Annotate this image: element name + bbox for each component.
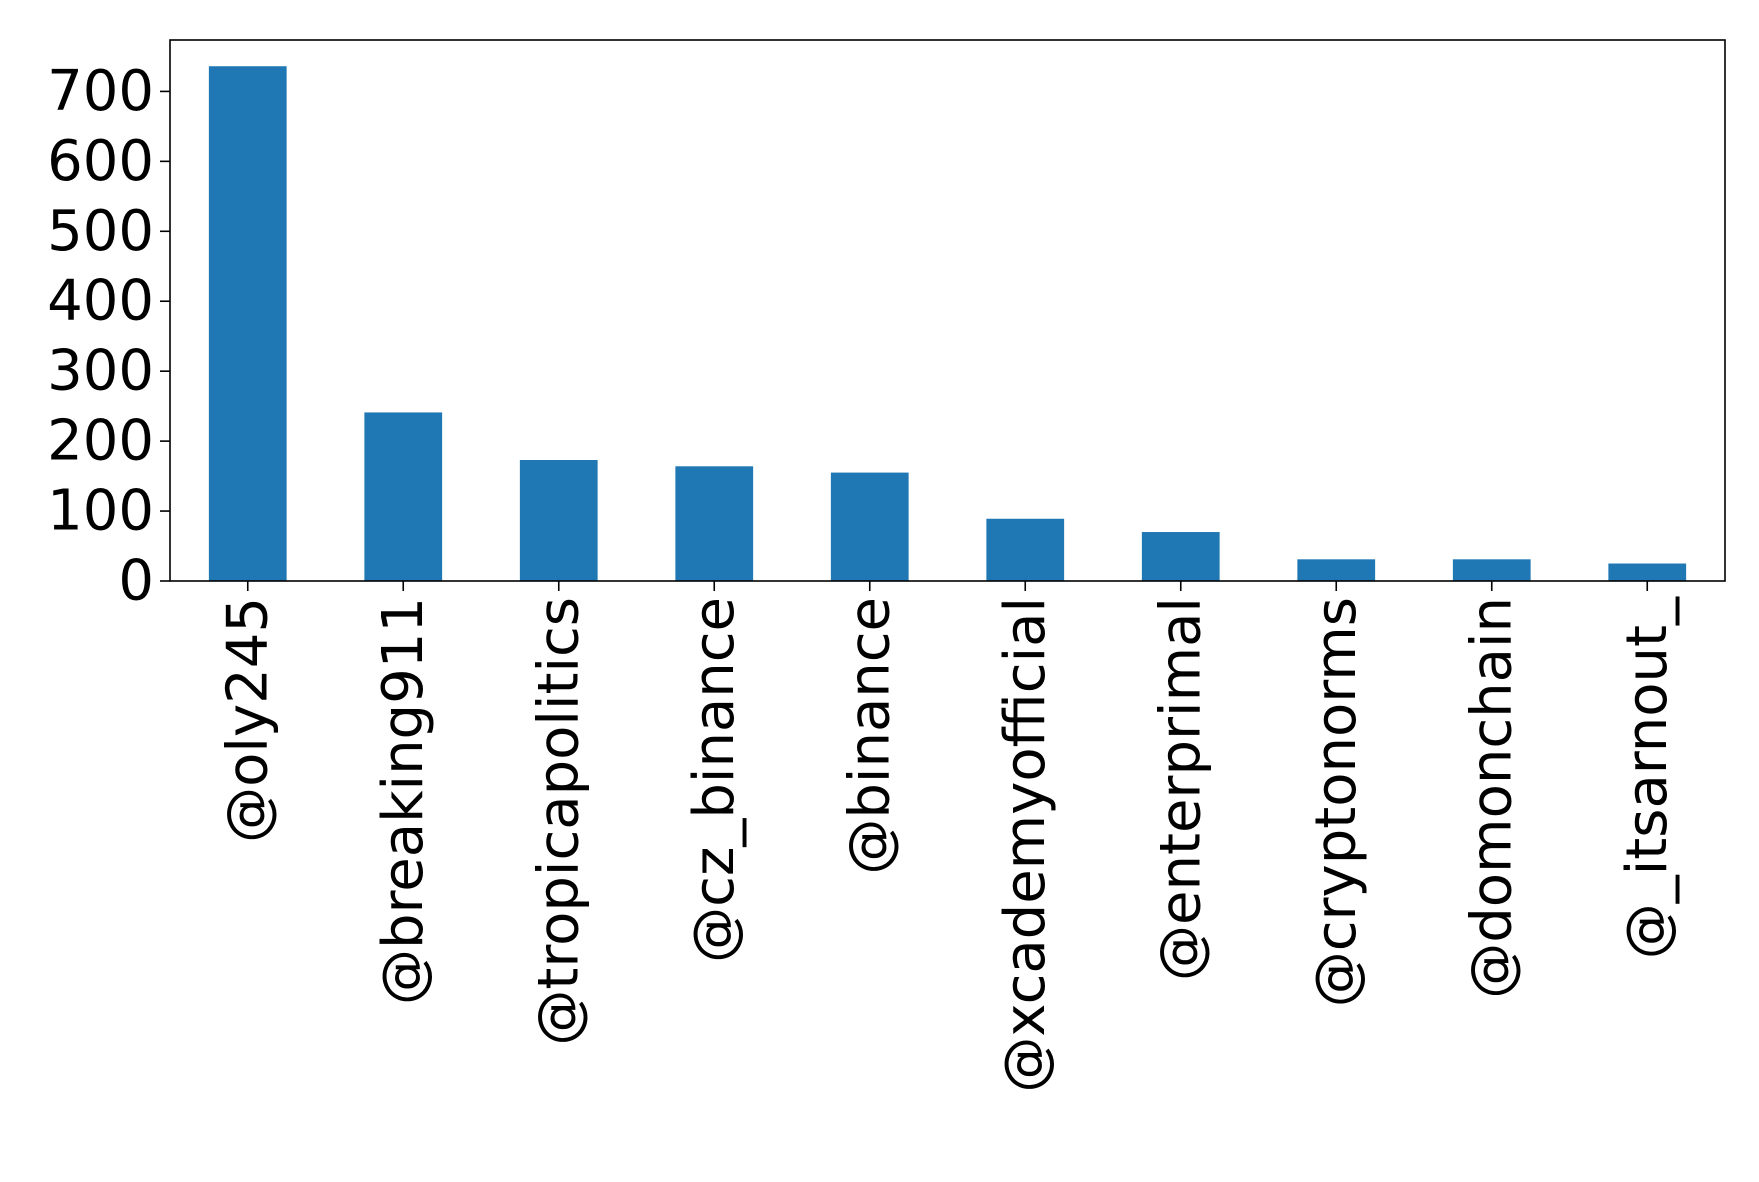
y-tick-label: 300 <box>47 339 154 404</box>
x-tick-label: @binance <box>837 597 902 875</box>
bar <box>986 518 1065 581</box>
bar <box>208 66 287 582</box>
bar <box>1608 563 1687 581</box>
plot-frame <box>169 39 1726 582</box>
x-tick-label: @breaking911 <box>371 597 436 1005</box>
x-tick-label: @_itsarnout_ <box>1615 596 1680 959</box>
y-tick-label: 500 <box>47 199 154 264</box>
y-tick-label: 600 <box>47 129 154 194</box>
x-tick-label: @tropicapolitics <box>526 597 591 1046</box>
y-tick-label: 700 <box>47 59 154 124</box>
x-tick-label: @domonchain <box>1459 597 1524 999</box>
y-tick-label: 400 <box>47 269 154 334</box>
x-tick-label: @oly245 <box>215 597 280 843</box>
x-tick-label: @xcademyofficial <box>993 597 1058 1093</box>
bar <box>1141 532 1220 581</box>
bar <box>675 466 754 581</box>
bar <box>830 472 909 581</box>
y-tick-label: 0 <box>118 549 154 614</box>
x-tick-label: @cryptonorms <box>1304 597 1369 1007</box>
bar <box>519 460 598 581</box>
bar <box>364 412 443 581</box>
y-tick-label: 100 <box>47 479 154 544</box>
y-tick-label: 200 <box>47 409 154 474</box>
x-tick-label: @cz_binance <box>682 597 747 963</box>
bar <box>1452 559 1531 581</box>
x-tick-label: @enterprimal <box>1148 597 1213 981</box>
bar <box>1297 559 1376 581</box>
